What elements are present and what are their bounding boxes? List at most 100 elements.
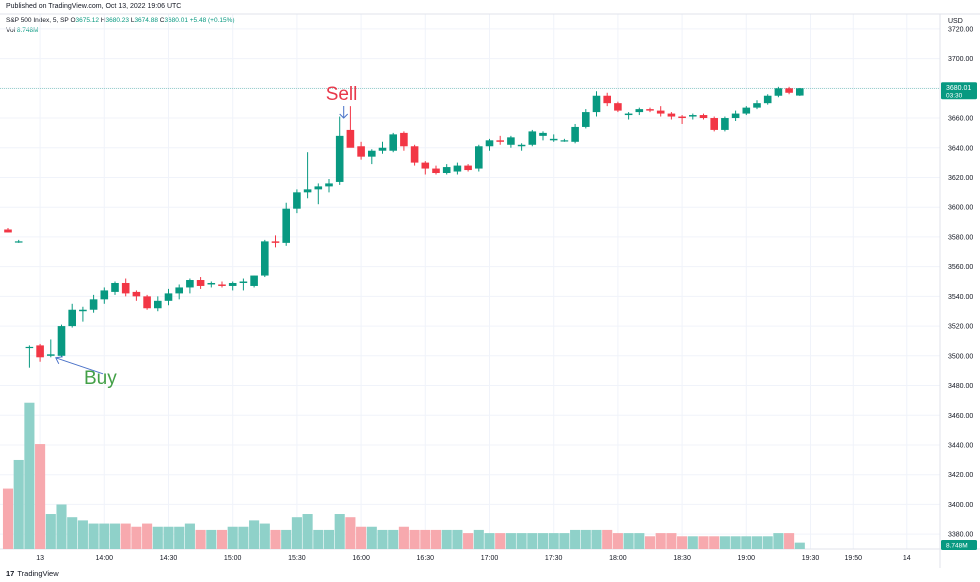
candle-up <box>25 345 34 368</box>
volume-bar-down <box>698 536 709 549</box>
candle-body <box>47 354 55 356</box>
time-tick-label: 18:30 <box>673 555 691 562</box>
candle-down <box>678 115 686 124</box>
price-tick-label: 3600.00 <box>948 205 973 212</box>
volume-label: Vol <box>6 27 16 34</box>
volume-bar-up <box>559 533 570 549</box>
candle-body <box>111 282 119 292</box>
candle-body <box>175 287 183 294</box>
candle-body <box>753 103 761 108</box>
candle-up <box>175 284 183 300</box>
brand-text: TradingView <box>17 569 59 578</box>
volume-bar-down <box>345 517 356 549</box>
tradingview-logo-icon: 17 <box>6 569 15 578</box>
price-tick-label: 3400.00 <box>948 502 973 509</box>
candle-body <box>796 88 804 96</box>
volume-legend: Vol 8.748M <box>6 27 39 34</box>
time-tick-label: 14:30 <box>160 555 178 562</box>
candle-body <box>656 110 665 114</box>
candle-body <box>89 299 98 310</box>
time-tick-label: 18:00 <box>609 555 627 562</box>
volume-bar-up <box>794 542 805 549</box>
volume-bar-up <box>505 533 516 549</box>
candle-body <box>335 135 344 182</box>
candle-up <box>57 324 66 358</box>
candle-body <box>271 241 280 243</box>
candle-body <box>742 107 751 114</box>
candle-body <box>143 296 151 309</box>
price-tick-label: 3500.00 <box>948 353 973 360</box>
time-tick-label: 19:50 <box>845 555 863 562</box>
candle-body <box>507 137 515 145</box>
candle-body <box>389 134 397 151</box>
candle-down <box>614 101 622 113</box>
tradingview-brand[interactable]: 17 TradingView <box>6 569 59 578</box>
volume-bar-up <box>473 529 484 549</box>
candle-body <box>571 126 579 142</box>
candle-up <box>592 91 601 117</box>
candle-down <box>421 161 430 175</box>
time-tick-label: 15:30 <box>288 555 306 562</box>
candle-up <box>207 281 216 288</box>
time-tick-label: 15:00 <box>224 555 242 562</box>
volume-bar-up <box>152 526 163 549</box>
price-tick-label: 3380.00 <box>948 532 973 539</box>
candle-body <box>721 118 729 130</box>
candle-up <box>389 132 397 153</box>
volume-bar-up <box>516 533 527 549</box>
candle-up <box>582 109 590 129</box>
time-tick-label: 14 <box>903 555 911 562</box>
candle-body <box>635 109 644 113</box>
candle-body <box>378 147 387 151</box>
candle-down <box>699 113 708 120</box>
volume-bar-up <box>109 523 121 549</box>
candle-body <box>464 165 472 171</box>
candle-up <box>111 281 119 295</box>
ohlc-value-h: 3680.23 <box>105 17 130 24</box>
volume-bar-up <box>163 526 174 549</box>
time-tick-label: 13 <box>36 555 44 562</box>
candle-down <box>121 278 130 297</box>
candle-up <box>47 339 55 358</box>
candle-body <box>261 241 269 276</box>
volume-bar-down <box>677 536 688 549</box>
volume-bar-down <box>784 533 795 549</box>
volume-bar-down <box>612 533 623 549</box>
volume-bar-up <box>591 529 602 549</box>
volume-bar-up <box>24 402 35 549</box>
volume-bar-up <box>377 529 388 549</box>
candle-body <box>453 165 462 172</box>
volume-bar-down <box>270 529 281 549</box>
candle-body <box>4 229 12 233</box>
volume-bar-down <box>602 529 613 549</box>
candle-down <box>656 106 665 117</box>
buy-label: Buy <box>84 368 117 389</box>
candle-up <box>763 94 772 105</box>
volume-bar-down <box>655 533 666 549</box>
price-tick-label: 3540.00 <box>948 294 973 301</box>
last-price-badge-bg <box>941 82 977 100</box>
candle-body <box>731 113 740 119</box>
candle-down <box>36 343 44 362</box>
candle-body <box>186 280 194 288</box>
volume-bar-down <box>666 533 677 549</box>
time-tick-label: 17:30 <box>545 555 563 562</box>
volume-bar-up <box>570 529 581 549</box>
ohlc-value-o: 3675.12 <box>75 17 100 24</box>
candle-down <box>710 116 718 132</box>
candle-down <box>357 141 365 160</box>
volume-badge-bg <box>941 540 977 550</box>
price-tick-label: 3660.00 <box>948 116 973 123</box>
volume-bar-up <box>452 529 463 549</box>
candle-down <box>132 290 141 301</box>
candle-up <box>100 287 109 304</box>
volume-bar-up <box>323 529 335 549</box>
candle-up <box>539 131 547 141</box>
volume-bar-up <box>687 536 698 549</box>
time-tick-label: 16:00 <box>352 555 370 562</box>
candle-up <box>164 288 173 306</box>
candle-up <box>453 162 462 175</box>
candle-body <box>710 118 718 130</box>
candle-up <box>228 281 237 291</box>
